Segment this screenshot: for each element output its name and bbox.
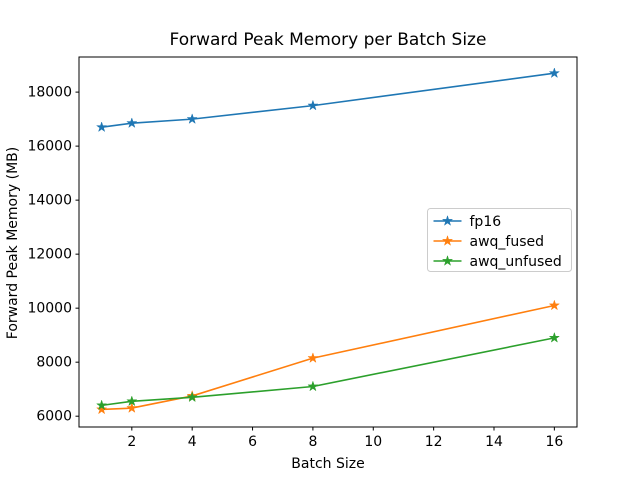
x-tick-label: 16 — [545, 434, 563, 450]
series-lines — [95, 67, 561, 415]
data-point-marker-fp16 — [126, 117, 138, 129]
y-axis-ticks: 6000 8000 10000 12000 14000 16000 18000 — [27, 85, 79, 425]
y-tick-label: 14000 — [27, 193, 72, 209]
data-point-marker-awq_unfused — [95, 399, 108, 411]
legend-marker-awq_unfused — [441, 254, 454, 266]
legend-marker-awq_fused — [441, 234, 454, 246]
x-tick-label: 10 — [364, 434, 382, 450]
data-point-marker-awq_fused — [126, 402, 138, 413]
plot-area — [78, 56, 578, 428]
legend-label-awq_unfused: awq_unfused — [470, 254, 562, 270]
data-point-marker-fp16 — [548, 67, 561, 79]
x-tick-label: 14 — [485, 434, 503, 450]
x-tick-label: 2 — [127, 434, 136, 450]
y-tick-label: 16000 — [27, 139, 72, 155]
data-point-marker-awq_fused — [548, 299, 561, 311]
data-point-marker-awq_unfused — [307, 380, 319, 392]
legend-label-fp16: fp16 — [470, 214, 502, 230]
legend-box — [427, 208, 572, 272]
data-point-marker-awq_fused — [307, 352, 319, 363]
x-tick-label: 8 — [308, 434, 317, 450]
x-tick-label: 4 — [188, 434, 197, 450]
data-point-marker-fp16 — [307, 99, 319, 111]
x-axis-label: Batch Size — [291, 456, 364, 472]
x-axis-ticks: 2 4 6 8 10 12 14 16 — [127, 427, 563, 450]
y-axis-label: Forward Peak Memory (MB) — [5, 147, 21, 339]
data-point-marker-fp16 — [186, 113, 198, 124]
data-point-marker-awq_unfused — [186, 391, 198, 403]
x-tick-label: 6 — [248, 434, 257, 450]
legend-label-awq_fused: awq_fused — [470, 234, 545, 250]
y-tick-label: 10000 — [27, 301, 72, 317]
plot-border — [78, 56, 578, 428]
y-tick-label: 6000 — [36, 409, 72, 425]
y-tick-label: 8000 — [36, 355, 72, 371]
data-point-marker-awq_fused — [95, 403, 108, 415]
data-point-marker-awq_unfused — [548, 331, 561, 343]
y-tick-label: 18000 — [27, 85, 72, 101]
x-tick-label: 12 — [425, 434, 443, 450]
y-tick-label: 12000 — [27, 247, 72, 263]
chart-title: Forward Peak Memory per Batch Size — [170, 30, 487, 50]
data-point-marker-awq_unfused — [126, 395, 138, 407]
legend: fp16 awq_fused awq_unfused — [427, 208, 572, 272]
data-point-marker-fp16 — [95, 121, 108, 133]
legend-marker-fp16 — [441, 214, 454, 226]
